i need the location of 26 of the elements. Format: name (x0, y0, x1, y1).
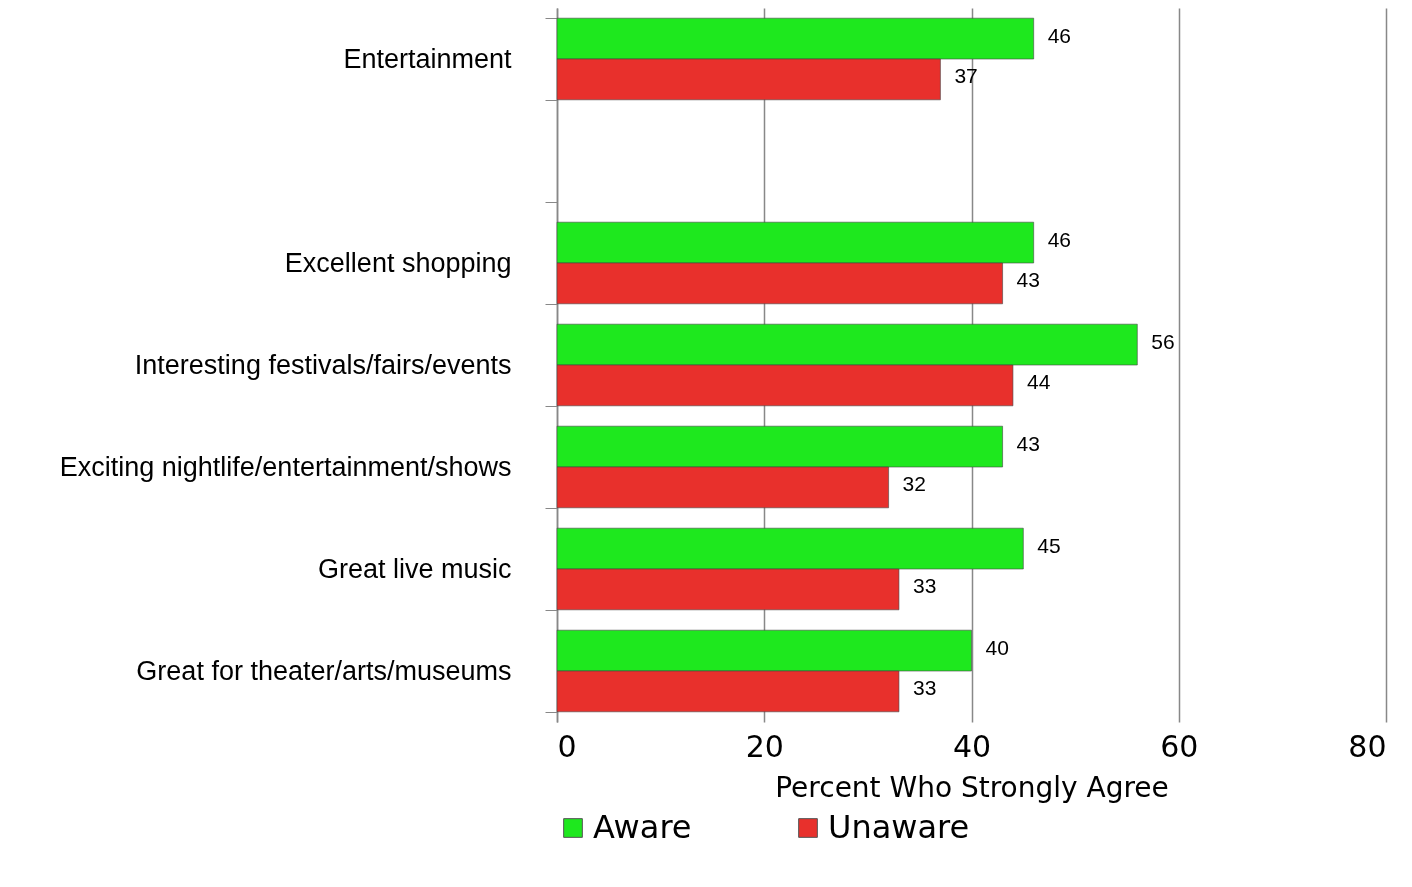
legend-label: Unaware (828, 808, 970, 846)
x-tick-label: 20 (745, 728, 784, 764)
data-label: 43 (1016, 268, 1040, 292)
data-label: 44 (1026, 370, 1051, 394)
data-label: 43 (1016, 431, 1040, 455)
y-tick-label: Interesting festivals/fairs/events (134, 349, 512, 380)
data-label: 32 (902, 472, 926, 496)
legend-label: Aware (593, 808, 692, 846)
data-label: 37 (954, 64, 978, 88)
x-tick-label: 40 (952, 728, 992, 764)
data-label: 33 (912, 676, 937, 700)
data-label: 46 (1047, 227, 1072, 251)
y-tick-label: Entertainment (343, 43, 512, 74)
data-label: 33 (912, 574, 937, 598)
data-label: 40 (985, 635, 1009, 659)
x-tick-label: 0 (557, 728, 577, 764)
y-tick-label: Exciting nightlife/entertainment/shows (59, 451, 512, 482)
x-tick-label: 80 (1348, 728, 1387, 764)
x-tick-label: 60 (1160, 728, 1199, 764)
x-axis-title: Percent Who Strongly Agree (775, 770, 1169, 804)
y-tick-label: Excellent shopping (284, 247, 512, 278)
data-label: 46 (1047, 23, 1072, 47)
data-label: 45 (1037, 533, 1061, 557)
data-label: 56 (1151, 329, 1175, 353)
y-tick-label: Great for theater/arts/museums (136, 655, 512, 686)
y-tick-label: Great live music (317, 553, 512, 584)
